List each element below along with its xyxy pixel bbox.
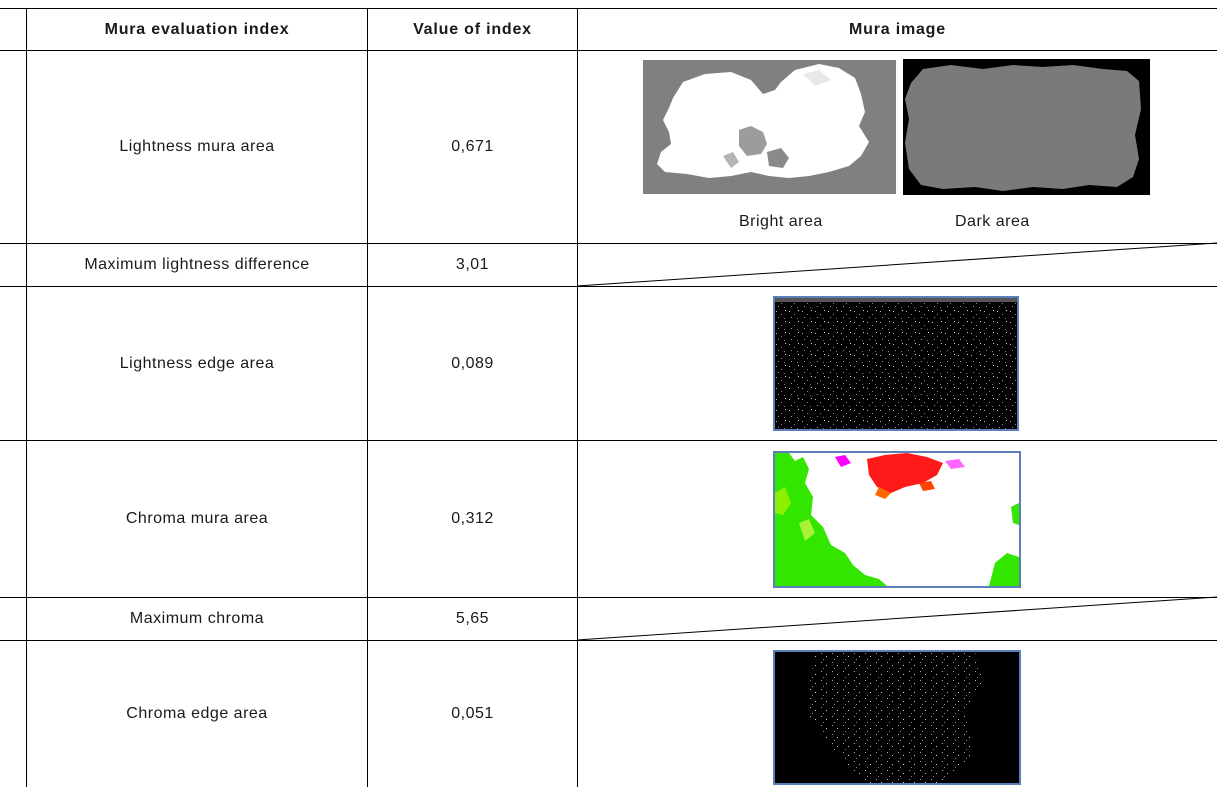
header-evaluation-index: Mura evaluation index xyxy=(104,20,290,38)
empty-cell-diagonal xyxy=(576,596,1217,641)
chroma-edge-image xyxy=(773,650,1021,785)
lightness-edge-image xyxy=(773,296,1019,431)
row-divider xyxy=(0,440,1217,441)
bright-area-image xyxy=(643,60,896,194)
column-divider xyxy=(367,8,368,787)
row-label-lightness-edge-area: Lightness edge area xyxy=(119,354,275,372)
header-mura-image: Mura image xyxy=(849,20,946,38)
row-label-chroma-mura-area: Chroma mura area xyxy=(125,510,269,527)
row-value-chroma-mura-area: 0,312 xyxy=(451,510,494,527)
row-value-maximum-chroma: 5,65 xyxy=(455,610,490,627)
row-label-maximum-lightness-difference: Maximum lightness difference xyxy=(84,256,310,273)
row-divider xyxy=(0,640,1217,641)
dark-area-image xyxy=(903,59,1150,195)
row-value-lightness-edge-area: 0,089 xyxy=(451,354,494,372)
row-value-chroma-edge-area: 0,051 xyxy=(451,705,494,722)
row-label-lightness-mura-area: Lightness mura area xyxy=(119,138,275,155)
column-divider xyxy=(577,8,578,787)
row-divider xyxy=(0,597,1217,598)
chroma-mura-map xyxy=(775,453,1019,586)
table-border-left xyxy=(26,8,27,787)
empty-cell-diagonal xyxy=(576,242,1217,287)
bright-area-blob xyxy=(657,64,869,178)
caption-bright-area: Bright area xyxy=(739,213,823,230)
lightness-edge-noise xyxy=(775,298,1017,429)
row-label-chroma-edge-area: Chroma edge area xyxy=(126,705,268,722)
header-value-of-index: Value of index xyxy=(413,20,532,38)
caption-dark-area: Dark area xyxy=(955,213,1030,230)
dark-area-blob xyxy=(905,65,1141,191)
row-divider xyxy=(0,286,1217,287)
row-divider xyxy=(0,243,1217,244)
header-divider xyxy=(0,50,1217,51)
chroma-mura-image xyxy=(773,451,1021,588)
row-value-maximum-lightness-difference: 3,01 xyxy=(455,256,490,273)
row-label-maximum-chroma: Maximum chroma xyxy=(129,610,265,627)
table-border-top xyxy=(0,8,1217,9)
row-value-lightness-mura-area: 0,671 xyxy=(451,138,494,155)
chroma-edge-noise xyxy=(805,652,985,783)
